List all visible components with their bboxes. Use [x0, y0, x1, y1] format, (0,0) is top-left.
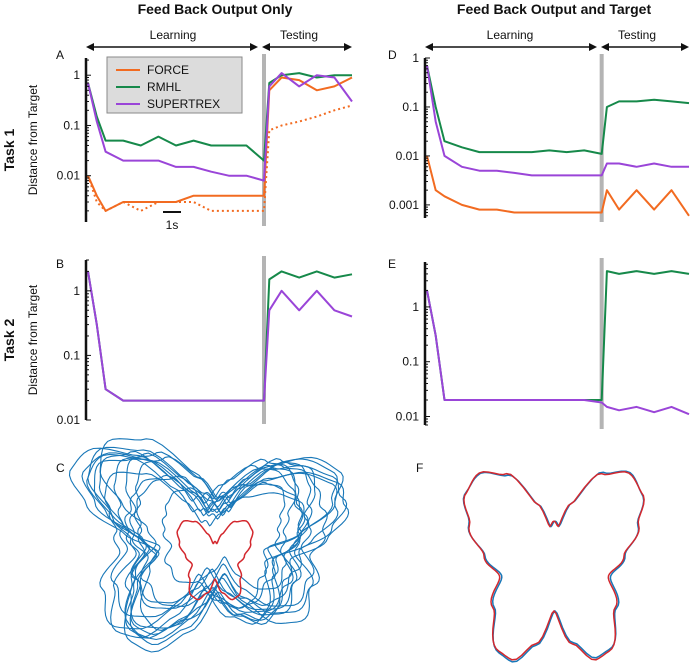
testing-arrow-left-head-right [344, 43, 352, 51]
title-left: Feed Back Output Only [138, 1, 293, 17]
series-line-supertrex-a [87, 72, 353, 182]
y-tick-label-e: 0.1 [402, 355, 419, 369]
learning-arrow-left-head-right [250, 43, 258, 51]
target-trajectory-f [463, 471, 645, 661]
legend: FORCE RMHL SUPERTREX [106, 56, 243, 114]
series-line-rmhl-e [426, 270, 690, 401]
output-trajectory-c [110, 452, 303, 618]
output-trajectory-c [161, 481, 287, 590]
series-line-supertrex-d [426, 65, 689, 177]
learning-arrow-right-head-right [589, 43, 597, 51]
output-trajectory-c [129, 461, 316, 624]
testing-arrow-left-head-left [262, 43, 270, 51]
panel-letter-e: E [388, 257, 396, 271]
series-line-supertrex-e [426, 290, 690, 416]
y-tick-label-b: 0.1 [63, 348, 80, 362]
y-axis-label-a: Distance from Target [26, 84, 40, 195]
series-line-force-dotted-a [87, 104, 353, 212]
phase-arrows: Learning Testing Learning Testing [86, 28, 689, 51]
series-line-rmhl-d [426, 65, 690, 155]
testing-label-left: Testing [280, 28, 318, 42]
series-line-rmhl-b [87, 270, 353, 402]
series-line-rmhl-a [87, 72, 352, 162]
testing-label-right: Testing [618, 28, 656, 42]
testing-arrow-right-head-left [601, 43, 609, 51]
y-tick-label-d: 0.01 [396, 149, 420, 163]
output-trajectory-c [87, 446, 350, 653]
title-right: Feed Back Output and Target [457, 1, 652, 17]
output-trajectory-c [81, 452, 344, 631]
panel-letter-a: A [56, 48, 64, 62]
row-label-task1: Task 1 [1, 129, 17, 172]
panel-letter-c: C [56, 461, 65, 475]
legend-label-supertrex: SUPERTREX [147, 97, 220, 111]
y-axis-label-b: Distance from Target [26, 284, 40, 395]
y-tick-label-d: 0.001 [389, 198, 419, 212]
y-tick-label-b: 1 [73, 284, 80, 298]
output-trajectory-c [98, 450, 304, 630]
y-tick-label-d: 1 [412, 51, 419, 65]
target-trajectory-c [176, 519, 254, 601]
y-tick-label-a: 1 [73, 68, 80, 82]
series-line-supertrex-b [87, 271, 353, 402]
learning-arrow-left-head-left [86, 43, 94, 51]
testing-arrow-right-head-right [681, 43, 689, 51]
scale-bar-label: 1s [166, 218, 179, 232]
y-tick-label-e: 1 [412, 300, 419, 314]
panel-letter-b: B [56, 257, 64, 271]
learning-arrow-right-head-left [425, 43, 433, 51]
learning-label-right: Learning [487, 28, 534, 42]
panel-letter-d: D [388, 48, 397, 62]
learning-label-left: Learning [150, 28, 197, 42]
y-tick-label-a: 0.1 [63, 118, 80, 132]
legend-label-force: FORCE [147, 63, 189, 77]
y-tick-label-d: 0.1 [402, 100, 419, 114]
legend-label-rmhl: RMHL [147, 80, 181, 94]
y-tick-label-e: 0.01 [396, 410, 420, 424]
series-line-force-d [426, 155, 690, 217]
y-tick-label-b: 0.01 [57, 413, 81, 427]
row-label-task2: Task 2 [1, 319, 17, 362]
y-tick-label-a: 0.01 [57, 169, 81, 183]
output-trajectory-c [104, 471, 310, 636]
panel-letter-f: F [416, 461, 423, 475]
